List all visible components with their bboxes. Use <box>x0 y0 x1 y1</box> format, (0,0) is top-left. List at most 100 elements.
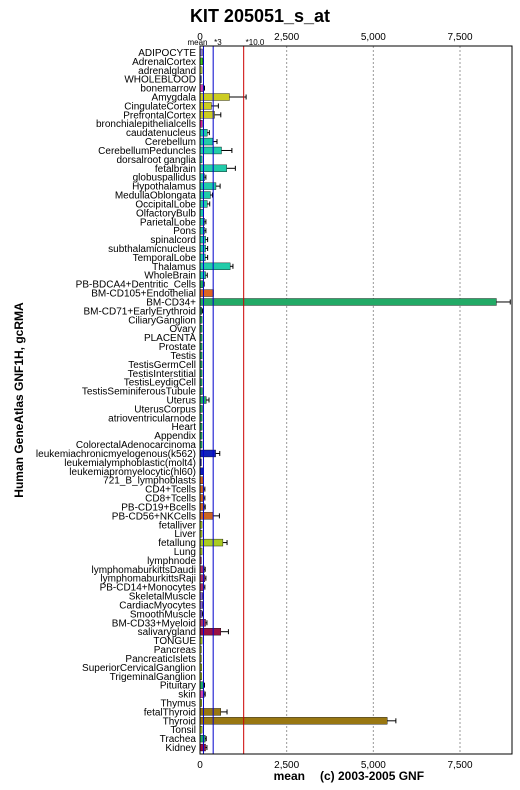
bar <box>199 262 231 270</box>
bar <box>199 191 211 199</box>
category-label: leukemiachronicmyelogenous(k562) <box>36 449 196 460</box>
category-label: TemporalLobe <box>133 253 197 264</box>
category-label: Appendix <box>154 431 196 442</box>
category-label: TestisGermCell <box>128 360 196 371</box>
category-label: PLACENTA <box>144 333 196 344</box>
category-label: Amygdala <box>152 93 197 104</box>
category-label: WHOLEBLOOD <box>124 75 196 86</box>
bar <box>199 244 206 253</box>
category-label: ColorectalAdenocarcinoma <box>76 440 197 451</box>
category-label: Pons <box>173 226 196 237</box>
category-label: atrioventricularnode <box>108 413 196 424</box>
category-label: Thymus <box>160 698 196 709</box>
x-tick-label-bottom: 7,500 <box>447 760 472 771</box>
category-label: fetalThyroid <box>144 707 196 718</box>
category-label: dorsalroot ganglia <box>117 155 197 166</box>
gridlines <box>286 46 461 754</box>
category-label: spinalcord <box>150 235 196 246</box>
category-label: CardiacMyocytes <box>119 600 196 611</box>
x-tick-label-top: 0 <box>197 32 203 43</box>
category-label: Trachea <box>160 734 197 745</box>
category-label: Liver <box>174 529 196 540</box>
category-label: Cerebellum <box>145 137 196 148</box>
reference-lines: mean *3 *10.0 <box>187 38 265 754</box>
bar <box>199 574 206 582</box>
category-label: Thalamus <box>152 262 196 273</box>
category-label: BM-CD71+EarlyErythroid <box>83 306 196 317</box>
category-label: salivarygland <box>138 627 196 638</box>
x-tick-label-top: 7,500 <box>447 32 472 43</box>
category-label: Uterus <box>167 396 196 407</box>
category-label: PancreaticIslets <box>125 654 196 665</box>
category-label: Lung <box>174 547 196 558</box>
x-axis-label: mean <box>274 769 305 783</box>
category-label: TrigeminalGanglion <box>110 672 196 683</box>
category-label: lymphomaburkittsRaji <box>100 574 196 585</box>
bar <box>199 235 206 244</box>
category-label: PB-CD19+Bcells <box>121 502 196 513</box>
category-label: adrenalgland <box>138 66 196 77</box>
category-label: Hypothalamus <box>132 182 196 193</box>
category-label: BM-CD34+ <box>146 297 196 308</box>
category-label: ParietalLobe <box>140 217 197 228</box>
bar <box>199 734 206 743</box>
category-label: OccipitalLobe <box>135 199 196 210</box>
category-label: BM-CD33+Myeloid <box>112 618 196 629</box>
category-label: Ovary <box>169 324 196 335</box>
bars <box>199 48 511 752</box>
category-label: skin <box>178 690 196 701</box>
bar <box>199 111 215 119</box>
category-label: leukemialymphoblastic(molt4) <box>64 458 196 469</box>
category-label: ADIPOCYTE <box>138 48 196 59</box>
category-label: Pituitary <box>160 681 196 692</box>
category-label: MedullaOblongata <box>115 191 197 202</box>
category-label: UterusCorpus <box>134 404 196 415</box>
category-label: PrefrontalCortex <box>123 110 196 121</box>
category-label: SuperiorCervicalGanglion <box>82 663 196 674</box>
category-label: PB-CD56+NKCells <box>112 511 196 522</box>
category-label: AdrenalCortex <box>132 57 196 68</box>
x-tick-label-bottom: 5,000 <box>361 760 386 771</box>
bar <box>199 102 212 110</box>
category-label: Tonsil <box>170 725 196 736</box>
category-label: TestisLeydigCell <box>124 378 196 389</box>
bar <box>199 271 206 279</box>
category-label: CD8+Tcells <box>145 494 196 505</box>
category-label: fetalbrain <box>155 164 196 175</box>
category-label: Pancreas <box>154 645 196 656</box>
category-label: WholeBrain <box>144 271 196 282</box>
x-tick-label-top: 5,000 <box>361 32 386 43</box>
category-label: fetalliver <box>159 520 197 531</box>
category-label: CiliaryGanglion <box>128 315 196 326</box>
category-label: bonemarrow <box>140 84 196 95</box>
category-label: SkeletalMuscle <box>129 592 197 603</box>
reference-line-label: mean <box>187 38 207 47</box>
category-label: bronchialepithelialcells <box>96 119 196 130</box>
category-label: OlfactoryBulb <box>136 208 196 219</box>
category-label: TestisSeminiferousTubule <box>82 387 197 398</box>
x-tick-label-top: 2,500 <box>274 32 299 43</box>
category-label: PB-BDCA4+Dentritic_Cells <box>76 280 196 291</box>
plot-frame <box>199 45 513 755</box>
category-labels: ADIPOCYTEAdrenalCortexadrenalglandWHOLEB… <box>36 48 197 754</box>
category-label: subthalamicnucleus <box>108 244 196 255</box>
category-label: CerebellumPeduncles <box>98 146 196 157</box>
category-label: CD4+Tcells <box>145 485 196 496</box>
category-label: globuspallidus <box>133 173 196 184</box>
x-ticks-top: 0 2,500 5,000 7,500 <box>197 32 473 43</box>
bar <box>199 289 214 297</box>
reference-line-label: *3 <box>214 38 222 47</box>
category-label: TONGUE <box>153 636 196 647</box>
x-tick-label-bottom: 0 <box>197 760 203 771</box>
bar <box>199 619 206 627</box>
credit-text: (c) 2003-2005 GNF <box>320 769 424 783</box>
bar <box>199 717 388 725</box>
category-label: lymphnode <box>147 556 196 567</box>
category-label: fetallung <box>158 538 196 549</box>
chart-title: KIT 205051_s_at <box>190 6 330 26</box>
category-label: leukemiapromyelocytic(hl60) <box>69 467 196 478</box>
category-label: lymphomaburkittsDaudi <box>92 565 197 576</box>
category-label: CingulateCortex <box>124 101 196 112</box>
bar <box>199 512 214 520</box>
reference-line-label: *10.0 <box>246 38 265 47</box>
